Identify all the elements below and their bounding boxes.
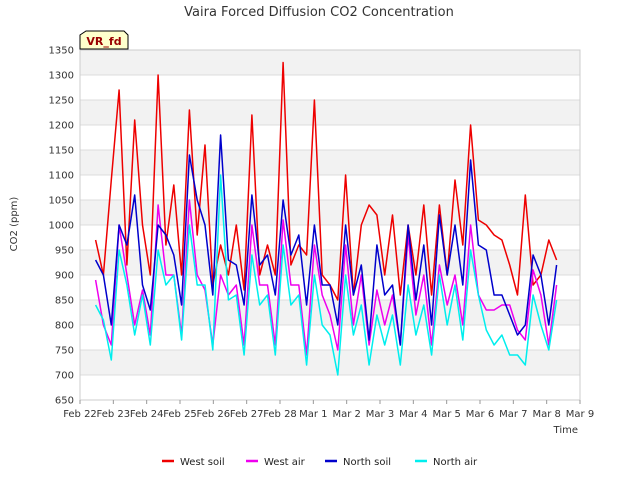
grid-band <box>80 200 580 225</box>
y-tick-label: 700 <box>55 371 74 382</box>
y-tick-label: 1200 <box>49 121 74 132</box>
x-tick-label: Feb 25 <box>163 409 197 420</box>
tag-label: VR_fd <box>86 35 121 48</box>
x-tick-label: Feb 23 <box>97 409 131 420</box>
tag-box-shape <box>79 30 129 50</box>
x-tick-label: Mar 3 <box>366 409 394 420</box>
axes <box>79 49 581 401</box>
legend-label: North soil <box>343 457 391 468</box>
legend-item: North soil <box>325 457 391 468</box>
series-line <box>94 61 558 301</box>
y-tick-label: 950 <box>55 246 74 257</box>
x-tick-label: Feb 28 <box>263 409 297 420</box>
x-tick-label: Mar 5 <box>432 409 460 420</box>
y-axis-title: CO2 (ppm) <box>9 197 20 252</box>
x-tick-label: Feb 26 <box>197 409 231 420</box>
chart-title: Vaira Forced Diffusion CO2 Concentration <box>184 5 454 20</box>
plot-frame <box>79 49 581 401</box>
y-tick-label: 1100 <box>49 171 74 182</box>
legend: West soil West air North soil North air <box>162 457 478 468</box>
grid-band <box>80 100 580 125</box>
grid-band <box>80 50 580 75</box>
x-axis-title: Time <box>553 425 578 436</box>
grid-band <box>80 350 580 375</box>
y-tick-label: 900 <box>55 271 74 282</box>
series-line <box>94 134 558 346</box>
y-tick-label: 1000 <box>49 221 74 232</box>
y-tick-label: 650 <box>55 396 74 407</box>
x-tick-label: Mar 2 <box>332 409 360 420</box>
x-tick-label: Feb 27 <box>230 409 264 420</box>
y-tick-label: 1150 <box>49 146 74 157</box>
y-tick-label: 1300 <box>49 71 74 82</box>
x-tick-label: Mar 7 <box>499 409 527 420</box>
y-tick-label: 850 <box>55 296 74 307</box>
x-tick-label: Mar 9 <box>566 409 594 420</box>
y-tick-label: 800 <box>55 321 74 332</box>
legend-label: West soil <box>180 457 225 468</box>
legend-item: West soil <box>162 457 225 468</box>
x-axis-ticks: Feb 22 Feb 23 Feb 24 Feb 25 Feb 26 Feb 27 Feb … <box>63 400 594 420</box>
series-line <box>94 174 558 376</box>
legend-item: North air <box>415 457 478 468</box>
grid-band <box>80 300 580 325</box>
x-tick-label: Feb 22 <box>63 409 97 420</box>
y-tick-label: 1050 <box>49 196 74 207</box>
x-tick-label: Mar 8 <box>532 409 560 420</box>
y-tick-label: 1350 <box>49 46 74 57</box>
series-layer <box>94 61 558 376</box>
legend-label: West air <box>264 457 306 468</box>
x-tick-label: Mar 1 <box>299 409 327 420</box>
x-tick-label: Feb 24 <box>130 409 164 420</box>
x-tick-label: Mar 6 <box>466 409 494 420</box>
grid-band <box>80 150 580 175</box>
y-axis-ticks: 650 700 750 800 850 900 950 1000 1050 1100 1150 120… <box>49 46 74 407</box>
y-tick-label: 750 <box>55 346 74 357</box>
tag-box: VR_fd <box>79 30 129 50</box>
legend-item: West air <box>246 457 306 468</box>
x-tick-label: Mar 4 <box>399 409 427 420</box>
legend-label: North air <box>433 457 478 468</box>
y-tick-label: 1250 <box>49 96 74 107</box>
